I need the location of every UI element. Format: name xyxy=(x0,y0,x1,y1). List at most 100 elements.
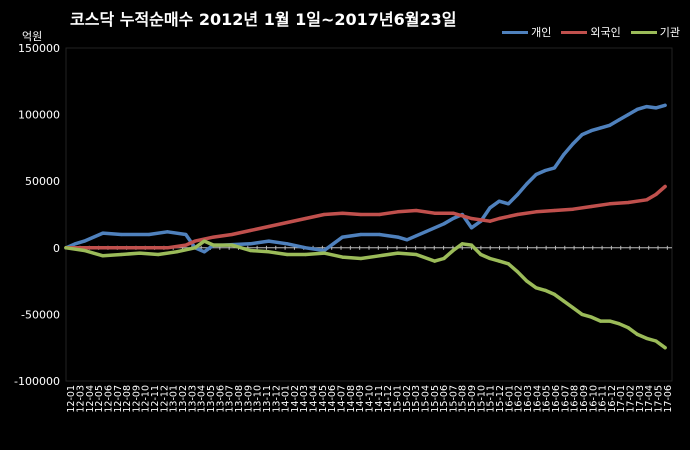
data-point xyxy=(101,254,105,258)
x-tick-label: 16-05 xyxy=(542,385,553,413)
data-point xyxy=(645,198,649,202)
data-point xyxy=(497,259,501,263)
data-point xyxy=(469,243,474,247)
data-point xyxy=(488,256,492,261)
x-tick-label: 17-04 xyxy=(644,385,655,413)
x-tick-label: 15-01 xyxy=(392,385,403,413)
data-point xyxy=(423,230,428,234)
data-point xyxy=(451,248,455,253)
y-tick-label: -100000 xyxy=(14,375,60,388)
data-point xyxy=(202,239,206,243)
x-tick-label: 16-09 xyxy=(579,385,590,413)
data-point xyxy=(267,224,271,229)
data-point xyxy=(414,208,418,213)
data-point xyxy=(626,113,630,117)
data-point xyxy=(248,242,252,246)
data-point xyxy=(211,243,216,247)
x-tick-label: 14-10 xyxy=(365,385,376,413)
series-group xyxy=(64,103,667,350)
data-point xyxy=(580,133,584,137)
data-point xyxy=(645,336,649,340)
data-point xyxy=(230,232,234,237)
data-point xyxy=(193,246,197,250)
data-point xyxy=(433,259,437,263)
x-tick-label: 16-01 xyxy=(504,385,515,413)
data-point xyxy=(562,299,566,303)
series-1 xyxy=(64,184,667,250)
x-tick-label: 17-05 xyxy=(654,385,665,413)
data-point xyxy=(525,182,529,186)
x-tick-label: 15-12 xyxy=(495,385,506,413)
data-point xyxy=(64,246,68,250)
data-point xyxy=(138,251,142,255)
x-tick-label: 13-10 xyxy=(253,385,264,413)
x-tick-label: 14-07 xyxy=(337,385,348,413)
data-point xyxy=(552,208,557,213)
data-point xyxy=(110,246,114,250)
data-point xyxy=(165,246,169,250)
data-point xyxy=(119,252,123,257)
data-point xyxy=(396,235,400,239)
x-tick-label: 14-04 xyxy=(309,385,320,413)
data-point xyxy=(359,232,363,237)
data-point xyxy=(405,238,409,242)
x-tick-label: 15-04 xyxy=(420,385,431,413)
data-point xyxy=(322,212,326,217)
x-tick-label: 12-04 xyxy=(85,385,96,413)
data-point xyxy=(211,235,216,239)
data-point xyxy=(571,306,575,310)
data-point xyxy=(552,292,557,296)
x-tick-label: 13-12 xyxy=(271,385,282,413)
data-point xyxy=(608,123,612,127)
data-point xyxy=(497,199,501,203)
data-point xyxy=(285,242,289,246)
y-tick-label: 0 xyxy=(53,242,60,255)
data-point xyxy=(654,339,658,343)
data-point xyxy=(635,107,640,111)
legend-item-2: 기관 xyxy=(630,24,680,40)
x-tick-label: 15-08 xyxy=(458,385,469,413)
data-point xyxy=(377,232,381,237)
data-point xyxy=(322,251,326,255)
data-point xyxy=(184,243,188,247)
y-tick-label: 50000 xyxy=(25,175,60,188)
y-unit-label: 억원 xyxy=(22,30,43,43)
data-point xyxy=(359,212,363,217)
data-point xyxy=(340,211,345,215)
data-point xyxy=(119,232,123,237)
x-tick-label: 16-03 xyxy=(523,385,534,413)
x-tick-label: 13-06 xyxy=(215,385,226,413)
y-tick-label: 100000 xyxy=(18,109,60,122)
x-tick-label: 14-01 xyxy=(281,385,292,413)
data-point xyxy=(322,248,326,253)
data-point xyxy=(230,243,234,247)
data-point xyxy=(82,248,86,253)
data-point xyxy=(248,228,252,233)
data-point xyxy=(304,216,308,221)
data-point xyxy=(101,231,105,235)
data-point xyxy=(304,246,308,250)
x-tick-label: 12-06 xyxy=(103,385,114,413)
x-tick-label: 15-03 xyxy=(411,385,422,413)
data-point xyxy=(396,210,400,214)
x-tick-label: 17-06 xyxy=(663,385,674,413)
data-point xyxy=(414,234,418,238)
x-axis: 12-0112-0312-0412-0512-0612-0712-0812-09… xyxy=(66,245,674,413)
data-point xyxy=(506,262,510,266)
x-tick-label: 12-12 xyxy=(159,385,170,413)
data-point xyxy=(331,242,335,246)
data-point xyxy=(571,142,575,146)
data-point xyxy=(552,166,557,170)
data-point xyxy=(285,220,289,225)
legend-item-0: 개인 xyxy=(502,24,551,40)
data-point xyxy=(82,239,86,243)
x-tick-label: 13-04 xyxy=(197,385,208,413)
x-tick-label: 13-05 xyxy=(206,385,217,413)
data-point xyxy=(645,105,649,109)
data-point xyxy=(414,252,418,257)
x-tick-label: 16-10 xyxy=(588,385,599,413)
data-point xyxy=(82,246,86,250)
data-point xyxy=(469,226,474,230)
legend-item-1: 외국인 xyxy=(561,24,621,40)
